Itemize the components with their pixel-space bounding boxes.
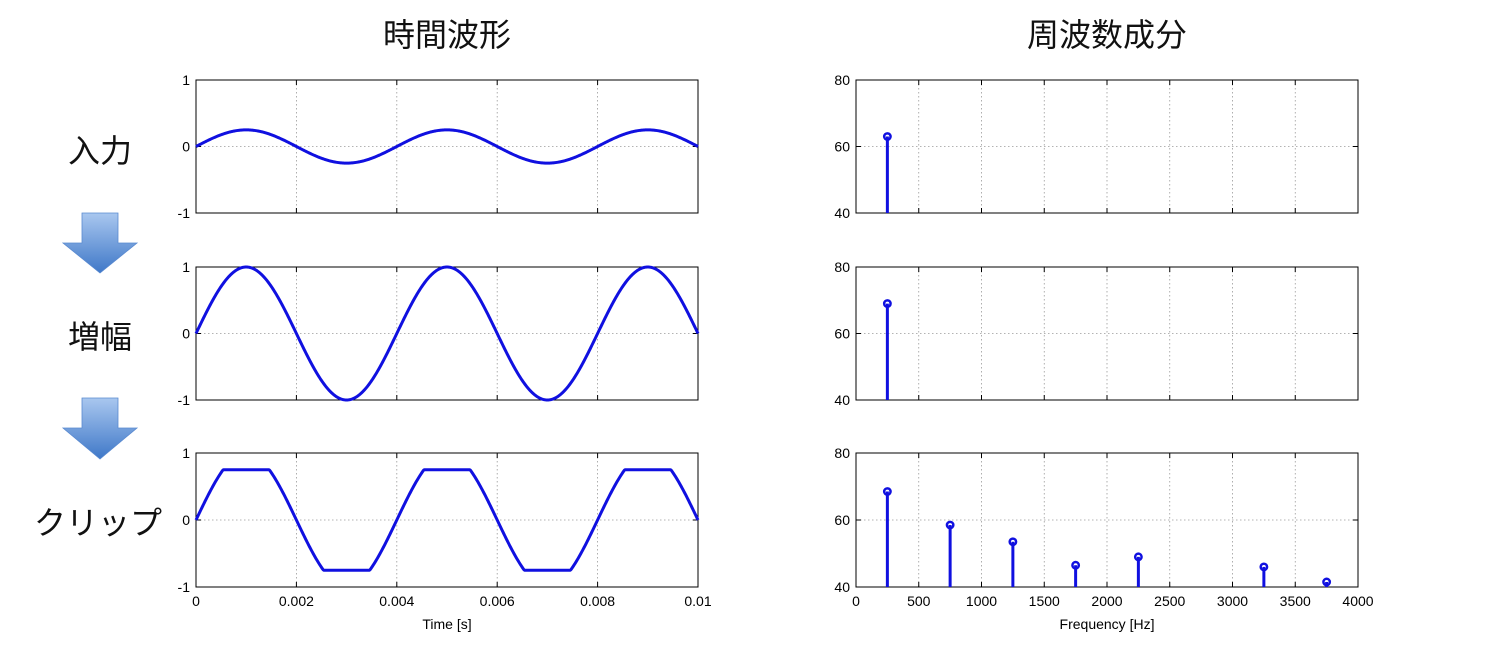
x-tick-label: 500 [907, 593, 931, 609]
x-tick-label: 0 [852, 593, 860, 609]
y-tick-label: 40 [834, 205, 850, 221]
time-panel-1: 1 0 -1 [178, 259, 700, 408]
stem-marker [945, 520, 955, 530]
plot-frame [195, 452, 699, 588]
stem-marker [1322, 577, 1332, 587]
y-tick-label: 0 [182, 139, 190, 155]
x-tick-label: 0.006 [480, 593, 515, 609]
x-tick-label: 0.01 [684, 593, 711, 609]
y-tick-label: 1 [182, 259, 190, 275]
y-tick-label: -1 [178, 205, 191, 221]
freq-panel-2: 80 60 400 500 1000 1500 2000 2500 3000 3500 4000 Fr… [834, 445, 1373, 632]
x-tick-label: 3000 [1217, 593, 1248, 609]
y-tick-label: 80 [834, 72, 850, 88]
y-tick-label: 80 [834, 445, 850, 461]
freq-panel-0: 80 60 40 [834, 72, 1359, 221]
y-tick-label: 1 [182, 445, 190, 461]
frequency-column-title: 周波数成分 [1027, 16, 1187, 54]
row-label-amplify: 増幅 [68, 318, 132, 356]
x-tick-label: 1000 [966, 593, 997, 609]
x-axis-label: Frequency [Hz] [1060, 616, 1155, 632]
freq-panel-1: 80 60 40 [834, 259, 1359, 408]
plot-frame [855, 79, 1359, 214]
row-label-input: 入力 [68, 132, 132, 170]
plot-frame [855, 452, 1359, 588]
stem-marker [882, 132, 892, 141]
time-panel-0: 1 0 -1 [178, 72, 699, 221]
waveform-line [194, 265, 700, 402]
y-tick-label: -1 [178, 392, 191, 408]
x-tick-label: 2500 [1154, 593, 1185, 609]
x-tick-label: 2000 [1091, 593, 1122, 609]
y-tick-label: 40 [834, 579, 850, 595]
stem-marker [1259, 562, 1269, 572]
y-tick-label: 60 [834, 139, 850, 155]
x-tick-label: 3500 [1280, 593, 1311, 609]
x-tick-label: 0.004 [379, 593, 414, 609]
row-label-clip: クリップ [34, 504, 162, 542]
plot-frame [195, 79, 699, 214]
x-axis-label: Time [s] [422, 616, 471, 632]
x-tick-label: 0.002 [279, 593, 314, 609]
y-tick-label: 1 [182, 72, 190, 88]
waveform-line [195, 128, 699, 165]
plot-frame [855, 266, 1359, 401]
y-tick-label: -1 [178, 579, 191, 595]
x-tick-label: 4000 [1342, 593, 1373, 609]
waveform-line [194, 468, 700, 572]
down-arrow-icon [61, 397, 139, 460]
y-tick-label: 0 [182, 326, 190, 342]
stem-marker [1071, 560, 1081, 570]
stem-marker [1133, 552, 1143, 562]
time-column-title: 時間波形 [383, 16, 511, 54]
stem-marker [882, 299, 892, 309]
x-tick-label: 1500 [1029, 593, 1060, 609]
x-tick-label: 0.008 [580, 593, 615, 609]
y-tick-label: 40 [834, 392, 850, 408]
stem-marker [882, 487, 892, 496]
y-tick-label: 0 [182, 512, 190, 528]
y-tick-label: 60 [834, 326, 850, 342]
x-tick-label: 0 [192, 593, 200, 609]
stem-marker [1008, 537, 1018, 547]
down-arrow-icon [61, 212, 139, 274]
y-tick-label: 80 [834, 259, 850, 275]
y-tick-label: 60 [834, 512, 850, 528]
